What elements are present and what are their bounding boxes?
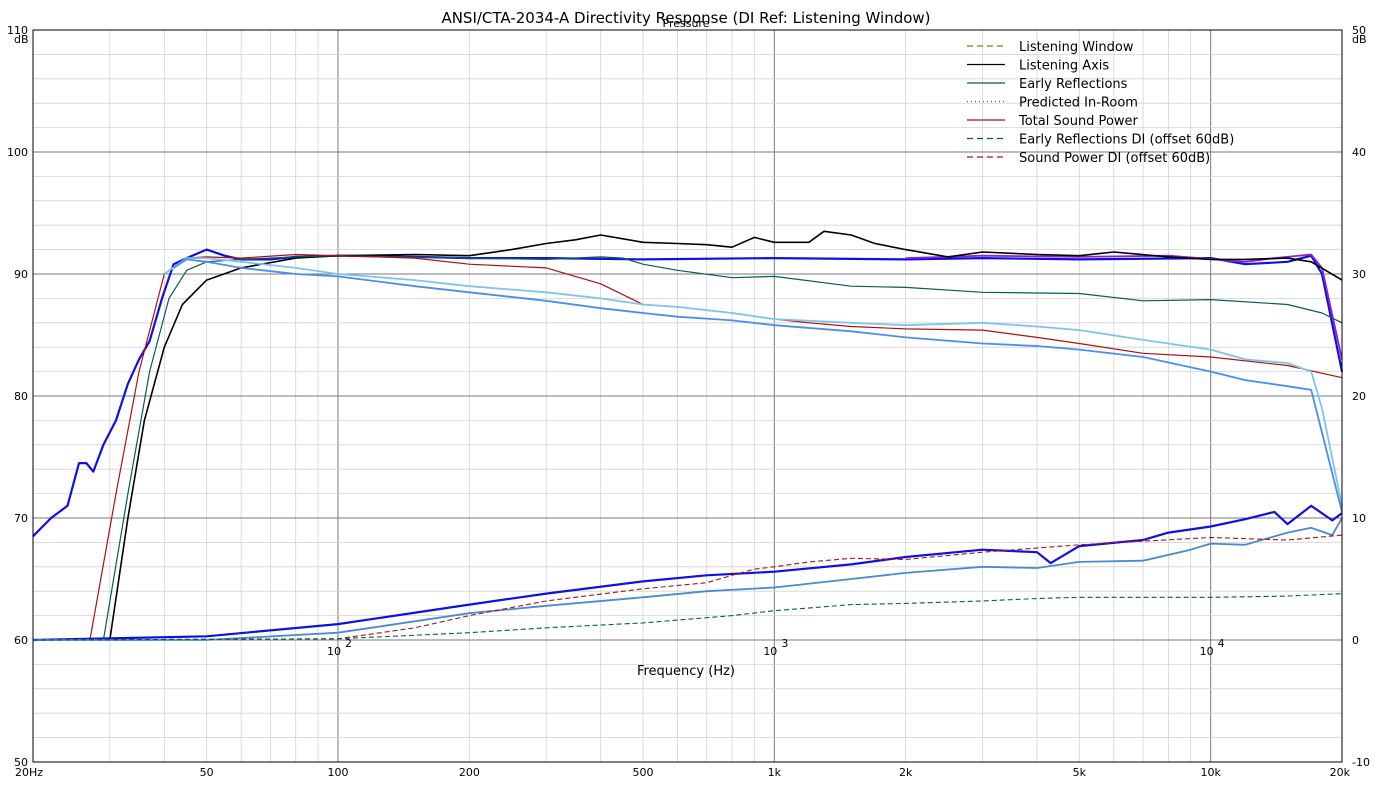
series-group	[32, 230, 1344, 642]
x-tick-decade-exponent: 4	[1218, 637, 1225, 650]
legend-label: Total Sound Power	[1018, 114, 1139, 129]
series-line-10	[32, 593, 1343, 641]
legend-label: Predicted In-Room	[1019, 96, 1138, 111]
x-tick-label: 100	[327, 766, 348, 779]
y-tick-label-left: 80	[14, 390, 28, 403]
legend: Listening Window Listening Axis Early Refl…	[967, 40, 1234, 166]
y-tick-label-right: 50	[1352, 24, 1366, 37]
series-line-7	[32, 504, 1343, 642]
series-line-6	[173, 258, 1343, 513]
y-tick-label-left: 70	[14, 512, 28, 525]
legend-label: Listening Window	[1019, 40, 1134, 55]
y-tick-label-right: 20	[1352, 390, 1366, 403]
y-tick-label-right: 0	[1352, 634, 1359, 647]
x-axis-label: Frequency (Hz)	[637, 664, 735, 679]
y-unit-right: dB	[1352, 33, 1367, 46]
series-line-5	[163, 257, 1343, 506]
ticks: 20Hz 50 100 200 500 1k 2k 5k 10k 20k1021031041101…	[7, 24, 1370, 779]
x-tick-label: 1k	[768, 766, 782, 779]
y-tick-label-left: 60	[14, 634, 28, 647]
legend-label: Early Reflections	[1019, 77, 1128, 92]
y-tick-label-right: -10	[1352, 756, 1370, 769]
y-tick-label-left: 100	[7, 146, 28, 159]
x-tick-label: 20k	[1330, 766, 1351, 779]
chart-title: ANSI/CTA-2034-A Directivity Response (DI…	[441, 9, 930, 27]
y-tick-label-left: 50	[14, 756, 28, 769]
plot-frame	[32, 29, 1343, 763]
y-tick-label-right: 30	[1352, 268, 1366, 281]
y-tick-label-left: 110	[7, 24, 28, 37]
x-tick-decade-label: 10	[327, 645, 341, 658]
series-line-1	[905, 253, 1343, 360]
series-line-0	[32, 248, 1344, 538]
x-tick-label: 200	[459, 766, 480, 779]
x-tick-label: 10k	[1200, 766, 1221, 779]
y-unit-left: dB	[14, 33, 29, 46]
x-tick-label: 2k	[899, 766, 913, 779]
y-tick-label-left: 90	[14, 268, 28, 281]
legend-label: Listening Axis	[1019, 59, 1109, 74]
overlay-text: Pressure	[663, 17, 710, 30]
x-tick-label: 50	[200, 766, 214, 779]
x-tick-decade-exponent: 2	[345, 637, 352, 650]
x-tick-label: 5k	[1073, 766, 1087, 779]
series-line-3	[102, 255, 1343, 641]
legend-label: Sound Power DI (offset 60dB)	[1019, 151, 1210, 166]
y-tick-label-right: 40	[1352, 146, 1366, 159]
grid	[32, 29, 1343, 763]
x-tick-label: 500	[632, 766, 653, 779]
y-tick-label-right: 10	[1352, 512, 1366, 525]
legend-label: Early Reflections DI (offset 60dB)	[1019, 133, 1234, 148]
x-tick-label: 20Hz	[15, 766, 43, 779]
x-tick-decade-label: 10	[763, 645, 777, 658]
x-tick-decade-exponent: 3	[781, 637, 788, 650]
x-tick-decade-label: 10	[1200, 645, 1214, 658]
series-line-9	[32, 534, 1343, 641]
